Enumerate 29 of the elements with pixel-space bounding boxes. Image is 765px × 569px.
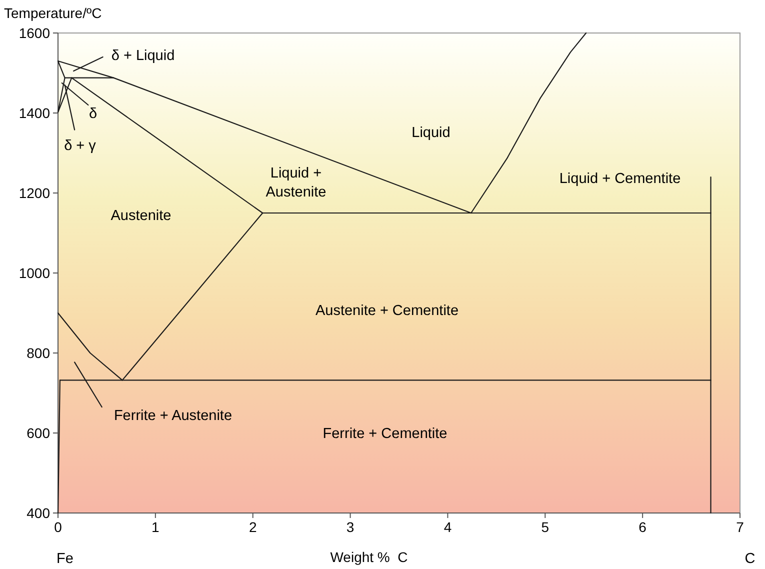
- x-tick-label: 4: [444, 519, 452, 535]
- annotation: δ + Liquid: [111, 48, 175, 64]
- annotation: Austenite + Cementite: [315, 303, 459, 319]
- y-tick-label: 800: [26, 345, 50, 361]
- annotation: Liquid + Austenite: [266, 166, 326, 200]
- y-tick-label: 1200: [18, 185, 50, 201]
- annotation: Liquid: [412, 125, 450, 141]
- x-tick-label: 1: [152, 519, 160, 535]
- annotation: Liquid + Cementite: [559, 171, 681, 187]
- x-tick-label: 6: [638, 519, 647, 535]
- y-tick-label: 1600: [18, 25, 50, 41]
- x-tick-label: 5: [541, 519, 550, 535]
- annotation: Austenite: [110, 208, 172, 224]
- y-tick-label: 400: [26, 505, 50, 521]
- annotation: Ferrite + Cementite: [322, 426, 448, 442]
- x-tick-label: 0: [54, 519, 62, 535]
- x-tick-label: 7: [736, 519, 744, 535]
- annotation: Ferrite + Austenite: [114, 408, 232, 424]
- y-axis-title: Temperature/ºC: [4, 5, 102, 21]
- text: C: [744, 551, 756, 567]
- annotation: δ + γ: [64, 138, 97, 154]
- y-tick-label: 600: [26, 425, 50, 441]
- y-tick-label: 1000: [18, 265, 50, 281]
- y-tick-label: 1400: [18, 105, 50, 121]
- text: Fe: [56, 551, 74, 567]
- x-axis-title: Weight % C: [330, 549, 408, 565]
- x-tick-label: 2: [248, 519, 257, 535]
- x-tick-label: 3: [346, 519, 354, 535]
- annotation: δ: [88, 106, 98, 122]
